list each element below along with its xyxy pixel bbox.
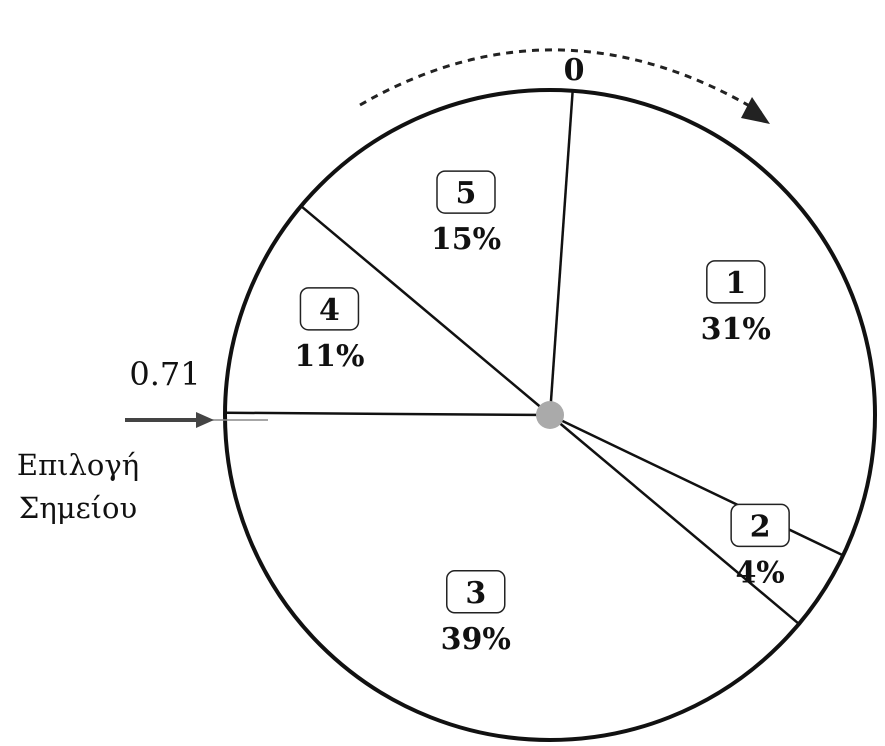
segment-label-5: 5: [456, 176, 477, 211]
pointer-arrow-head: [196, 412, 214, 428]
segment-divider-1: [548, 90, 574, 416]
segment-divider-3: [549, 414, 800, 625]
segment-label-1: 1: [725, 266, 746, 301]
segment-label-box-2: [730, 503, 790, 548]
segment-label-box-5: [436, 170, 496, 214]
segment-label-box-4: [299, 287, 360, 331]
segment-label-4: 4: [319, 293, 340, 328]
segment-percent-1: 31%: [701, 312, 771, 347]
pointer-value: 0.71: [129, 355, 200, 393]
segment-labels: 1 31% 2 4% 3 39% 4 11% 5 15%: [294, 170, 790, 657]
segment-percent-3: 39%: [441, 622, 511, 657]
wheel-hub: [536, 401, 564, 429]
segment-divider-5: [300, 205, 551, 416]
segment-divider-2: [549, 413, 844, 557]
segment-label-box-1: [706, 260, 766, 304]
segment-percent-5: 15%: [431, 222, 501, 257]
pointer-caption-line2: Σημείου: [19, 491, 137, 525]
segment-divider-4: [224, 411, 551, 417]
segment-percent-2: 4%: [735, 555, 784, 590]
segment-dividers: [224, 90, 844, 625]
segment-label-box-3: [446, 570, 506, 614]
segment-label-2: 2: [750, 509, 771, 544]
rotation-direction-arrow: [359, 48, 766, 117]
start-label: 0: [564, 53, 585, 88]
segment-percent-4: 11%: [294, 339, 364, 374]
segment-label-3: 3: [465, 576, 486, 611]
rotation-arrow-head: [741, 97, 770, 124]
pointer-caption-line1: Επιλογή: [17, 448, 139, 482]
